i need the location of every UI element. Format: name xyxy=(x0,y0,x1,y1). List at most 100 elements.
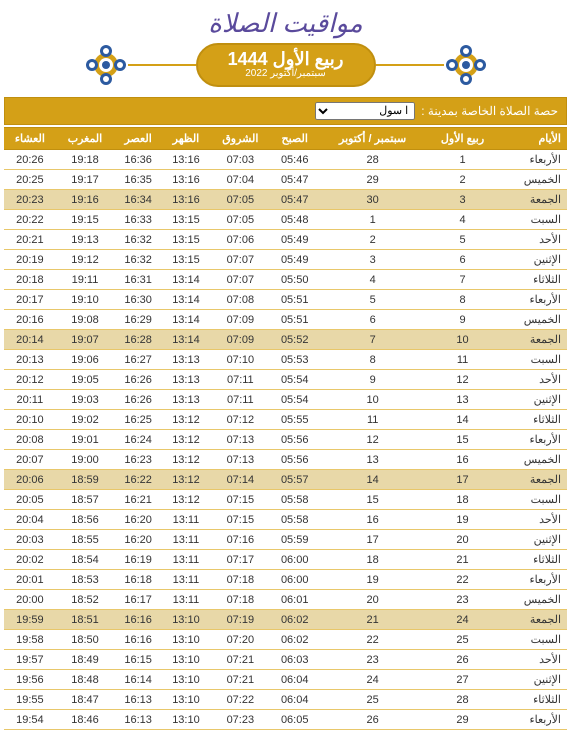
cell-maghrib: 18:51 xyxy=(56,610,114,630)
cell-sunrise: 07:15 xyxy=(210,490,271,510)
cell-isha: 20:26 xyxy=(4,150,56,170)
cell-dhuhr: 13:14 xyxy=(162,290,210,310)
cell-isha: 20:19 xyxy=(4,250,56,270)
cell-isha: 19:57 xyxy=(4,650,56,670)
table-row: الأربعاء292606:0507:2313:1016:1318:4619:… xyxy=(4,710,567,730)
cell-fajr: 05:47 xyxy=(271,170,319,190)
table-header-row: الأيام ربيع الأول سبتمبر / أكتوبر الصبح … xyxy=(4,128,567,150)
cell-sunrise: 07:07 xyxy=(210,270,271,290)
cell-fajr: 06:00 xyxy=(271,570,319,590)
cell-g: 1 xyxy=(319,210,427,230)
cell-maghrib: 18:52 xyxy=(56,590,114,610)
cell-day: الأحد xyxy=(498,230,567,250)
cell-asr: 16:20 xyxy=(114,510,162,530)
cell-isha: 20:01 xyxy=(4,570,56,590)
cell-h: 11 xyxy=(427,350,499,370)
cell-h: 16 xyxy=(427,450,499,470)
cell-day: الخميس xyxy=(498,450,567,470)
col-isha: العشاء xyxy=(4,128,56,150)
cell-maghrib: 19:11 xyxy=(56,270,114,290)
cell-fajr: 05:50 xyxy=(271,270,319,290)
cell-day: الخميس xyxy=(498,170,567,190)
cell-asr: 16:23 xyxy=(114,450,162,470)
cell-dhuhr: 13:15 xyxy=(162,250,210,270)
cell-h: 14 xyxy=(427,410,499,430)
cell-day: الجمعة xyxy=(498,190,567,210)
city-selector-bar: حصة الصلاة الخاصة بمدينة : ا سول xyxy=(4,97,567,125)
cell-dhuhr: 13:12 xyxy=(162,470,210,490)
cell-isha: 19:59 xyxy=(4,610,56,630)
cell-maghrib: 18:53 xyxy=(56,570,114,590)
cell-dhuhr: 13:15 xyxy=(162,210,210,230)
table-row: الخميس9605:5107:0913:1416:2919:0820:16 xyxy=(4,310,567,330)
cell-fajr: 06:01 xyxy=(271,590,319,610)
table-row: الأحد5205:4907:0613:1516:3219:1320:21 xyxy=(4,230,567,250)
cell-sunrise: 07:14 xyxy=(210,470,271,490)
cell-asr: 16:34 xyxy=(114,190,162,210)
cell-asr: 16:32 xyxy=(114,230,162,250)
city-select[interactable]: ا سول xyxy=(315,102,415,120)
cell-fajr: 05:47 xyxy=(271,190,319,210)
table-row: الأربعاء8505:5107:0813:1416:3019:1020:17 xyxy=(4,290,567,310)
cell-sunrise: 07:04 xyxy=(210,170,271,190)
cell-fajr: 05:54 xyxy=(271,390,319,410)
cell-sunrise: 07:19 xyxy=(210,610,271,630)
cell-sunrise: 07:06 xyxy=(210,230,271,250)
cell-sunrise: 07:13 xyxy=(210,430,271,450)
cell-h: 1 xyxy=(427,150,499,170)
cell-day: الأربعاء xyxy=(498,710,567,730)
table-row: الإثنين201705:5907:1613:1116:2018:5520:0… xyxy=(4,530,567,550)
cell-isha: 20:22 xyxy=(4,210,56,230)
cell-sunrise: 07:18 xyxy=(210,570,271,590)
cell-maghrib: 19:15 xyxy=(56,210,114,230)
cell-isha: 20:08 xyxy=(4,430,56,450)
col-sunrise: الشروق xyxy=(210,128,271,150)
cell-maghrib: 18:59 xyxy=(56,470,114,490)
divider-line xyxy=(376,64,444,66)
cell-maghrib: 18:49 xyxy=(56,650,114,670)
cell-g: 13 xyxy=(319,450,427,470)
cell-asr: 16:26 xyxy=(114,390,162,410)
cell-h: 23 xyxy=(427,590,499,610)
cell-sunrise: 07:09 xyxy=(210,330,271,350)
cell-day: الأربعاء xyxy=(498,150,567,170)
col-hijri: ربيع الأول xyxy=(427,128,499,150)
table-row: الجمعة242106:0207:1913:1016:1618:5119:59 xyxy=(4,610,567,630)
cell-day: الخميس xyxy=(498,310,567,330)
cell-isha: 20:00 xyxy=(4,590,56,610)
cell-dhuhr: 13:11 xyxy=(162,550,210,570)
cell-h: 8 xyxy=(427,290,499,310)
cell-asr: 16:18 xyxy=(114,570,162,590)
cell-g: 29 xyxy=(319,170,427,190)
cell-asr: 16:25 xyxy=(114,410,162,430)
cell-maghrib: 18:46 xyxy=(56,710,114,730)
table-row: الثلاثاء7405:5007:0713:1416:3119:1120:18 xyxy=(4,270,567,290)
divider-line xyxy=(128,64,196,66)
cell-h: 9 xyxy=(427,310,499,330)
cell-isha: 20:12 xyxy=(4,370,56,390)
cell-maghrib: 18:47 xyxy=(56,690,114,710)
cell-dhuhr: 13:16 xyxy=(162,150,210,170)
table-row: الجمعة171405:5707:1413:1216:2218:5920:06 xyxy=(4,470,567,490)
cell-isha: 20:11 xyxy=(4,390,56,410)
table-row: الإثنين131005:5407:1113:1316:2619:0320:1… xyxy=(4,390,567,410)
cell-dhuhr: 13:14 xyxy=(162,270,210,290)
cell-isha: 20:23 xyxy=(4,190,56,210)
table-row: الإثنين272406:0407:2113:1016:1418:4819:5… xyxy=(4,670,567,690)
cell-sunrise: 07:22 xyxy=(210,690,271,710)
cell-h: 24 xyxy=(427,610,499,630)
cell-g: 17 xyxy=(319,530,427,550)
cell-fajr: 06:05 xyxy=(271,710,319,730)
cell-g: 21 xyxy=(319,610,427,630)
cell-maghrib: 19:08 xyxy=(56,310,114,330)
table-row: الأربعاء221906:0007:1813:1116:1818:5320:… xyxy=(4,570,567,590)
cell-dhuhr: 13:10 xyxy=(162,610,210,630)
cell-isha: 20:07 xyxy=(4,450,56,470)
col-maghrib: المغرب xyxy=(56,128,114,150)
cell-g: 22 xyxy=(319,630,427,650)
cell-g: 26 xyxy=(319,710,427,730)
cell-dhuhr: 13:12 xyxy=(162,490,210,510)
cell-dhuhr: 13:13 xyxy=(162,350,210,370)
table-row: الأحد12905:5407:1113:1316:2619:0520:12 xyxy=(4,370,567,390)
table-row: الخميس161305:5607:1313:1216:2319:0020:07 xyxy=(4,450,567,470)
